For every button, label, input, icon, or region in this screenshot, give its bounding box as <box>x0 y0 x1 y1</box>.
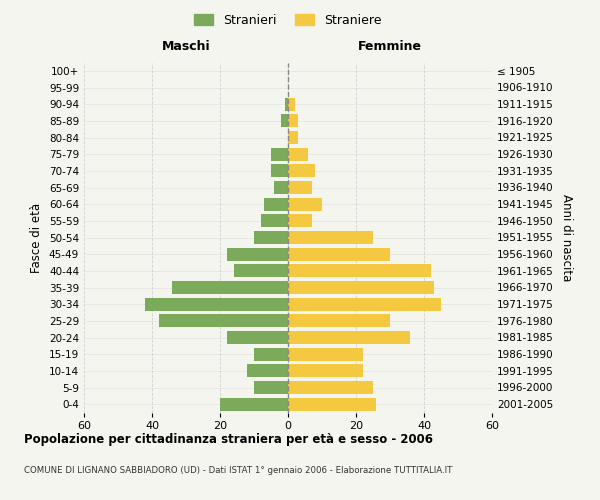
Bar <box>288 148 308 160</box>
Bar <box>288 248 390 260</box>
Bar <box>271 148 288 160</box>
Bar <box>288 314 390 328</box>
Bar <box>288 348 363 360</box>
Bar <box>281 114 288 128</box>
Bar <box>145 298 288 310</box>
Bar <box>233 264 288 278</box>
Bar <box>227 248 288 260</box>
Bar <box>247 364 288 378</box>
Bar <box>288 364 363 378</box>
Bar <box>288 131 298 144</box>
Bar <box>288 98 295 110</box>
Bar <box>288 398 376 410</box>
Bar <box>227 331 288 344</box>
Bar <box>288 231 373 244</box>
Bar <box>288 164 315 177</box>
Bar <box>284 98 288 110</box>
Bar <box>254 231 288 244</box>
Y-axis label: Anni di nascita: Anni di nascita <box>560 194 573 281</box>
Bar <box>172 281 288 294</box>
Bar <box>220 398 288 410</box>
Text: Popolazione per cittadinanza straniera per età e sesso - 2006: Popolazione per cittadinanza straniera p… <box>24 432 433 446</box>
Bar <box>288 264 431 278</box>
Bar <box>261 214 288 228</box>
Bar <box>254 348 288 360</box>
Bar <box>254 381 288 394</box>
Bar <box>288 198 322 210</box>
Bar <box>274 181 288 194</box>
Bar <box>288 181 312 194</box>
Bar <box>288 298 441 310</box>
Y-axis label: Fasce di età: Fasce di età <box>31 202 43 272</box>
Legend: Stranieri, Straniere: Stranieri, Straniere <box>190 8 386 32</box>
Bar <box>159 314 288 328</box>
Bar <box>288 214 312 228</box>
Bar <box>271 164 288 177</box>
Text: Maschi: Maschi <box>161 40 211 52</box>
Bar <box>288 114 298 128</box>
Text: COMUNE DI LIGNANO SABBIADORO (UD) - Dati ISTAT 1° gennaio 2006 - Elaborazione TU: COMUNE DI LIGNANO SABBIADORO (UD) - Dati… <box>24 466 452 475</box>
Bar <box>288 281 434 294</box>
Bar <box>288 381 373 394</box>
Bar <box>264 198 288 210</box>
Bar <box>288 331 410 344</box>
Text: Femmine: Femmine <box>358 40 422 52</box>
